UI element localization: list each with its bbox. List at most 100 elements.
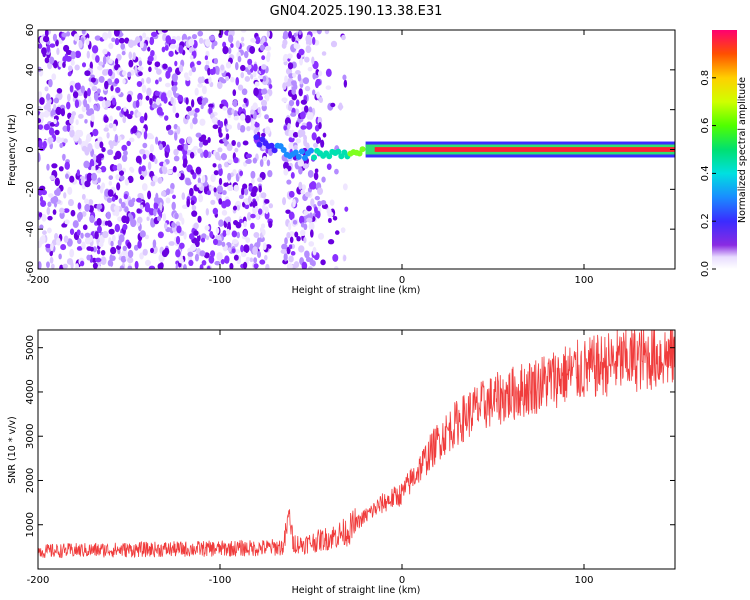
spectrogram-noise-cell [239,170,244,177]
spectrogram-noise-cell [126,113,133,120]
colorbar-tick-label: 0.0 [700,261,711,277]
spectrogram-noise-cell [45,243,51,249]
spectrogram-noise-cell [211,43,215,50]
spectrogram-noise-cell [49,43,56,48]
spectrogram-noise-cell [54,177,60,187]
spectrogram-noise-cell [268,83,273,90]
spectrogram-noise-cell [156,216,162,222]
spectrogram-noise-cell [54,129,60,136]
spectrogram-noise-cell [239,218,244,224]
spectrogram-noise-cell [289,236,294,244]
spectrogram-noise-cell [245,256,251,262]
spectrogram-noise-cell [81,30,86,35]
spectrogram-noise-cell [113,155,118,160]
spectrogram-noise-cell [60,108,66,117]
spectrogram-noise-cell [245,237,251,244]
figure-title: GN04.2025.190.13.38.E31 [270,4,443,19]
spectrogram-noise-cell [70,209,76,217]
spectrogram-noise-cell [161,46,166,53]
spectrogram-noise-cell [173,148,179,156]
spectrogram-noise-cell [327,239,335,245]
spectrogram-noise-cell [246,126,251,132]
spectrogram-noise-cell [236,141,241,148]
spectrogram-noise-cell [314,168,319,174]
spectrogram-noise-cell [127,71,132,78]
spectrogram-noise-cell [205,235,210,241]
spectrogram-noise-cell [92,128,99,137]
spectrogram-noise-cell [139,148,146,155]
spectrogram-noise-cell [49,256,54,264]
spectrogram-noise-cell [330,40,338,48]
spectrogram-noise-cell [110,246,117,255]
spectrogram-noise-cell [158,111,165,116]
spectrogram-noise-cell [137,216,143,224]
spectrogram-noise-cell [156,68,162,75]
spectrogram-noise-cell [306,205,312,212]
spectrogram-noise-cell [197,30,204,37]
spectrogram-noise-cell [99,141,104,149]
spectrogram-noise-cell [235,76,240,86]
spectrogram-noise-cell [340,227,346,233]
spectrogram-noise-cell [227,107,234,116]
spectrogram-noise-cell [121,144,128,152]
spectrogram-noise-cell [55,39,59,47]
spectrogram-noise-cell [149,144,155,153]
spectrogram-noise-cell [243,229,248,237]
spectrogram-noise-cell [255,195,260,202]
spectrogram-noise-cell [137,66,144,71]
spectrogram-noise-cell [241,88,248,96]
spectrogram-noise-cell [236,204,241,211]
spectrogram-noise-cell [80,85,85,94]
spectrogram-noise-cell [330,102,336,108]
spectrogram-noise-cell [250,170,256,179]
y-tick-label: -20 [25,181,36,197]
spectrogram-noise-cell [260,64,267,70]
spectrogram-noise-cell [329,199,335,206]
spectrogram-noise-cell [334,168,339,175]
spectrogram-noise-cell [233,157,239,164]
spectrogram-noise-cell [146,76,151,84]
spectrogram-noise-cell [62,263,69,269]
spectrogram-ridge-cell [280,146,287,153]
spectrogram-noise-cell [243,188,249,196]
spectrogram-noise-cell [151,103,158,109]
spectrogram-noise-cell [306,217,313,223]
spectrogram-noise-cell [117,239,122,247]
spectrogram-noise-cell [264,206,269,215]
spectrogram-noise-cell [213,58,219,65]
spectrogram-noise-cell [142,142,148,149]
spectrogram-noise-cell [83,160,90,169]
spectrogram-noise-cell [281,97,288,103]
spectrogram-noise-cell [177,172,181,178]
spectrogram-noise-cell [95,155,102,164]
spectrogram-noise-cell [44,57,50,64]
spectrogram-noise-cell [264,114,269,120]
spectrogram-noise-cell [76,229,81,236]
spectrogram-noise-cell [305,121,313,130]
spectrogram-noise-cell [283,168,289,176]
spectrogram-noise-cell [102,231,109,239]
colorbar-tick-label: 0.8 [700,70,711,86]
spectrogram-ridge-cell [356,150,363,157]
spectrogram-noise-cell [49,175,56,181]
spectrogram-noise-cell [288,129,293,138]
spectrogram-noise-cell [342,74,347,81]
spectrogram-ridge-cell [308,147,314,154]
spectrogram-noise-cell [297,159,305,167]
spectrogram-noise-cell [257,250,262,259]
spectrogram-noise-cell [138,166,143,175]
spectrogram-ridge-cell [335,148,342,155]
spectrogram-noise-cell [126,140,131,147]
spectrogram-noise-cell [220,64,225,71]
spectrogram-noise-cell [247,58,253,66]
spectrogram-noise-cell [204,38,211,48]
spectrogram-noise-cell [38,66,42,73]
spectrogram-noise-cell [76,212,83,221]
spectrogram-noise-cell [232,99,238,108]
spectrogram-noise-cell [230,76,235,83]
spectrogram-noise-cell [250,178,255,184]
spectrogram-noise-cell [228,34,234,43]
spectrogram-noise-cell [245,114,251,124]
spectrogram-noise-cell [155,97,161,106]
spectrogram-noise-cell [309,257,314,266]
